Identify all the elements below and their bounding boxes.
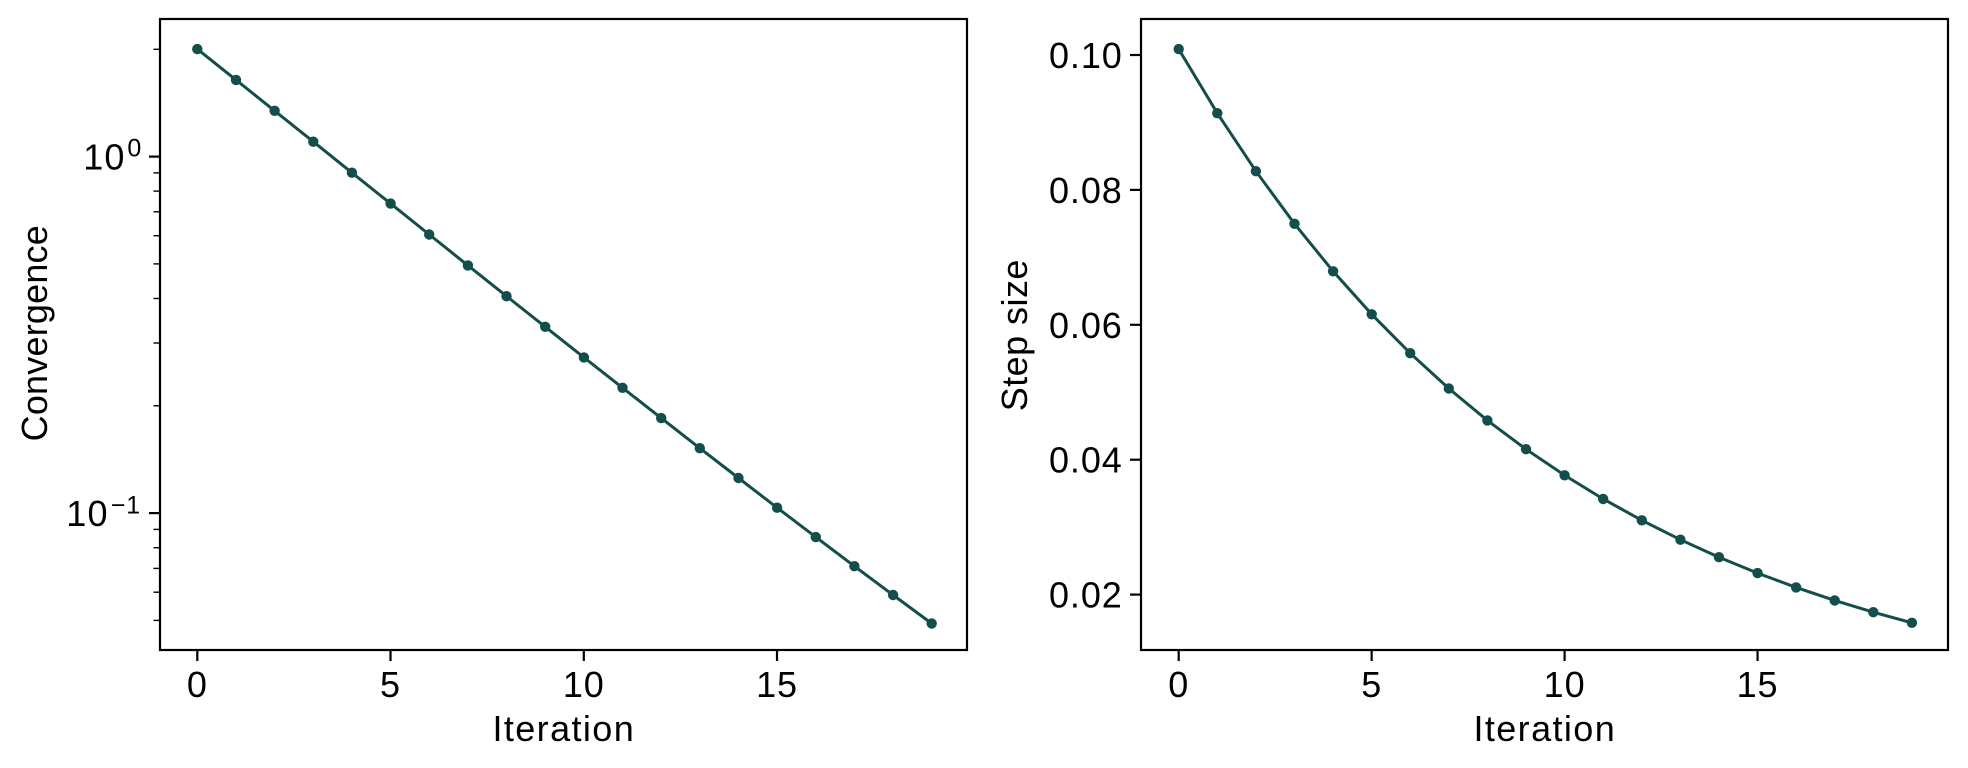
svg-text:0.06: 0.06	[1049, 305, 1123, 346]
svg-text:5: 5	[1361, 664, 1382, 705]
svg-text:Convergence: Convergence	[14, 225, 55, 441]
svg-text:0.10: 0.10	[1049, 35, 1123, 76]
svg-text:0: 0	[1168, 664, 1189, 705]
svg-text:0: 0	[187, 664, 208, 705]
svg-text:0.08: 0.08	[1049, 170, 1123, 211]
svg-text:15: 15	[1737, 664, 1779, 705]
svg-text:0.04: 0.04	[1049, 440, 1123, 481]
svg-text:Step size: Step size	[994, 259, 1035, 411]
svg-text:15: 15	[756, 664, 798, 705]
svg-text:Iteration: Iteration	[1473, 708, 1616, 749]
svg-text:Iteration: Iteration	[492, 708, 635, 749]
svg-text:0.02: 0.02	[1049, 575, 1123, 616]
svg-text:5: 5	[380, 664, 401, 705]
svg-text:10: 10	[563, 664, 605, 705]
svg-text:10: 10	[1544, 664, 1586, 705]
